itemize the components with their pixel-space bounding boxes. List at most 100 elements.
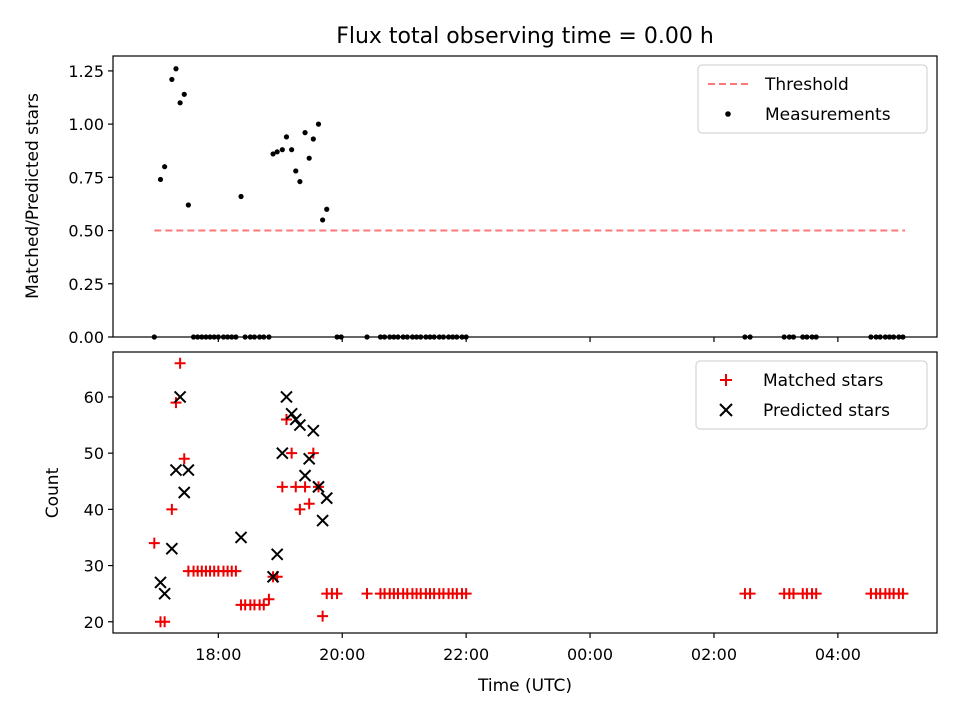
matched-star-point — [148, 537, 160, 549]
legend-matched-label: Matched stars — [763, 371, 883, 391]
matched-star-point — [307, 447, 319, 459]
legend-matched-swatch — [720, 374, 732, 386]
legend-measurements-label: Measurements — [765, 105, 891, 125]
y-tick-label: 1.25 — [68, 62, 104, 81]
measurement-point — [310, 136, 316, 142]
predicted-star-point — [178, 486, 191, 499]
matched-star-point — [460, 588, 472, 600]
predicted-star-point — [289, 413, 302, 426]
matched-star-point — [258, 599, 270, 611]
measurement-point — [157, 176, 164, 183]
y-tick-label: 0.75 — [68, 168, 104, 187]
legend-predicted-swatch — [719, 403, 733, 417]
panel-count: 20 30 40 50 60 18:00 20:00 22:00 00:00 02:00 04:0… — [43, 351, 938, 696]
measurement-point — [177, 100, 183, 106]
predicted-star-point — [270, 548, 284, 561]
matched-star-point — [286, 447, 298, 459]
measurement-point — [181, 91, 187, 97]
matched-star-point — [331, 588, 343, 600]
y-tick-label: 0.50 — [68, 222, 104, 241]
matched-star-point — [299, 481, 311, 493]
matched-star-point — [178, 453, 190, 465]
predicted-star-point — [234, 531, 248, 544]
predicted-star-point — [316, 514, 329, 527]
panel-ratio-ylabel: Matched/Predicted stars — [23, 93, 43, 299]
predicted-star-point — [312, 480, 325, 494]
legend-measurements-swatch — [725, 111, 731, 117]
x-axis-label: Time (UTC) — [477, 676, 572, 696]
matched-star-point — [159, 616, 171, 628]
measurement-point — [279, 147, 285, 153]
predicted-star-point — [169, 463, 183, 477]
panel-count-ylabel: Count — [43, 467, 63, 518]
measurement-point — [283, 134, 290, 140]
y-tick-label: 20 — [84, 613, 104, 632]
y-tick-label: 40 — [84, 500, 104, 519]
matched-star-point — [276, 481, 288, 493]
predicted-star-point — [154, 576, 167, 589]
matched-star-point — [290, 481, 302, 493]
matched-star-point — [294, 503, 306, 515]
predicted-star-point — [266, 570, 280, 584]
matched-star-point — [361, 588, 373, 600]
legend-predicted-label: Predicted stars — [763, 401, 890, 421]
matched-star-point — [230, 565, 242, 577]
measurement-point — [169, 76, 175, 83]
predicted-star-point — [298, 469, 312, 482]
matched-star-point — [317, 610, 329, 622]
measurement-point — [302, 130, 308, 136]
panel-ratio-frame — [112, 55, 938, 338]
panel-count-legend: Matched stars Predicted stars — [695, 360, 928, 430]
matched-star-point — [744, 588, 756, 600]
x-tick-label: 02:00 — [691, 645, 737, 664]
predicted-star-point — [276, 446, 289, 460]
panel-count-frame — [112, 351, 938, 634]
measurement-point — [315, 121, 322, 127]
matched-star-point — [303, 498, 315, 510]
measurement-point — [306, 155, 312, 161]
measurement-point — [293, 168, 299, 174]
measurement-point — [270, 151, 276, 157]
predicted-star-point — [320, 491, 333, 505]
y-tick-label: 0.25 — [68, 275, 104, 294]
chart-title: Flux total observing time = 0.00 h — [336, 24, 714, 49]
predicted-star-point — [302, 452, 316, 465]
predicted-star-point — [173, 390, 187, 404]
matched-star-point — [263, 593, 275, 605]
measurement-point — [238, 193, 244, 200]
predicted-star-point — [165, 542, 179, 555]
matched-star-point — [166, 503, 178, 515]
panel-ratio: 0.00 0.25 0.50 0.75 1.00 1.25 Matched/Predict… — [23, 55, 938, 347]
y-tick-label: 0.00 — [68, 328, 104, 347]
panel-ratio-legend: Threshold Measurements — [697, 64, 928, 134]
predicted-star-point — [285, 407, 298, 421]
y-tick-label: 1.00 — [68, 115, 104, 134]
x-tick-label: 18:00 — [195, 645, 241, 664]
measurement-point — [162, 164, 168, 170]
measurement-point — [173, 66, 179, 72]
matched-star-point — [174, 357, 186, 369]
measurement-point — [185, 202, 191, 208]
measurement-point — [320, 217, 326, 223]
measurement-point — [274, 149, 280, 155]
predicted-star-point — [182, 463, 195, 477]
measurement-point — [297, 178, 303, 185]
y-tick-label: 30 — [84, 557, 104, 576]
x-tick-label: 20:00 — [319, 645, 365, 664]
x-tick-label: 22:00 — [443, 645, 489, 664]
matched-star-point — [810, 588, 822, 600]
matched-star-point — [787, 588, 799, 600]
y-tick-label: 50 — [84, 444, 104, 463]
matched-star-point — [897, 588, 909, 600]
legend-threshold-label: Threshold — [764, 75, 849, 95]
matched-star-point — [170, 397, 182, 409]
measurement-point — [289, 147, 295, 153]
measurement-point — [324, 206, 330, 212]
x-tick-label: 04:00 — [815, 645, 861, 664]
predicted-star-point — [158, 587, 171, 600]
predicted-star-point — [307, 424, 320, 437]
predicted-star-point — [293, 418, 307, 432]
predicted-star-point — [280, 390, 293, 404]
y-tick-label: 60 — [84, 388, 104, 407]
